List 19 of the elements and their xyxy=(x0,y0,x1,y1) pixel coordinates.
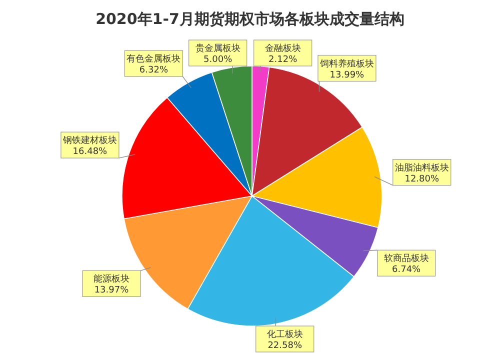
slice-label: 金融板块 xyxy=(264,43,301,54)
slice-label: 油脂油料板块 xyxy=(394,162,449,174)
data-label: 6.74% xyxy=(392,265,422,276)
data-label: 22.58% xyxy=(268,341,302,351)
data-label: 12.80% xyxy=(404,174,440,184)
data-label: 5.00% xyxy=(204,55,233,65)
slice-label: 钢铁建材板块 xyxy=(62,135,117,146)
slice-label: 软商品板块 xyxy=(384,253,429,264)
slice-label: 有色金属板块 xyxy=(126,54,181,65)
slice-label: 饲料养殖板块 xyxy=(318,58,374,70)
data-label: 13.99% xyxy=(330,70,365,80)
slice-label: 化工板块 xyxy=(266,329,303,340)
data-label: 16.48% xyxy=(72,147,108,158)
chart-title: 2020年1-7月期货期权市场各板块成交量结构 xyxy=(96,10,404,28)
slice-label: 能源板块 xyxy=(93,274,130,285)
data-label: 2.12% xyxy=(268,55,298,65)
data-label: 13.97% xyxy=(94,286,130,296)
slice-label: 贵金属板块 xyxy=(195,43,240,54)
data-label: 6.32% xyxy=(139,66,168,76)
